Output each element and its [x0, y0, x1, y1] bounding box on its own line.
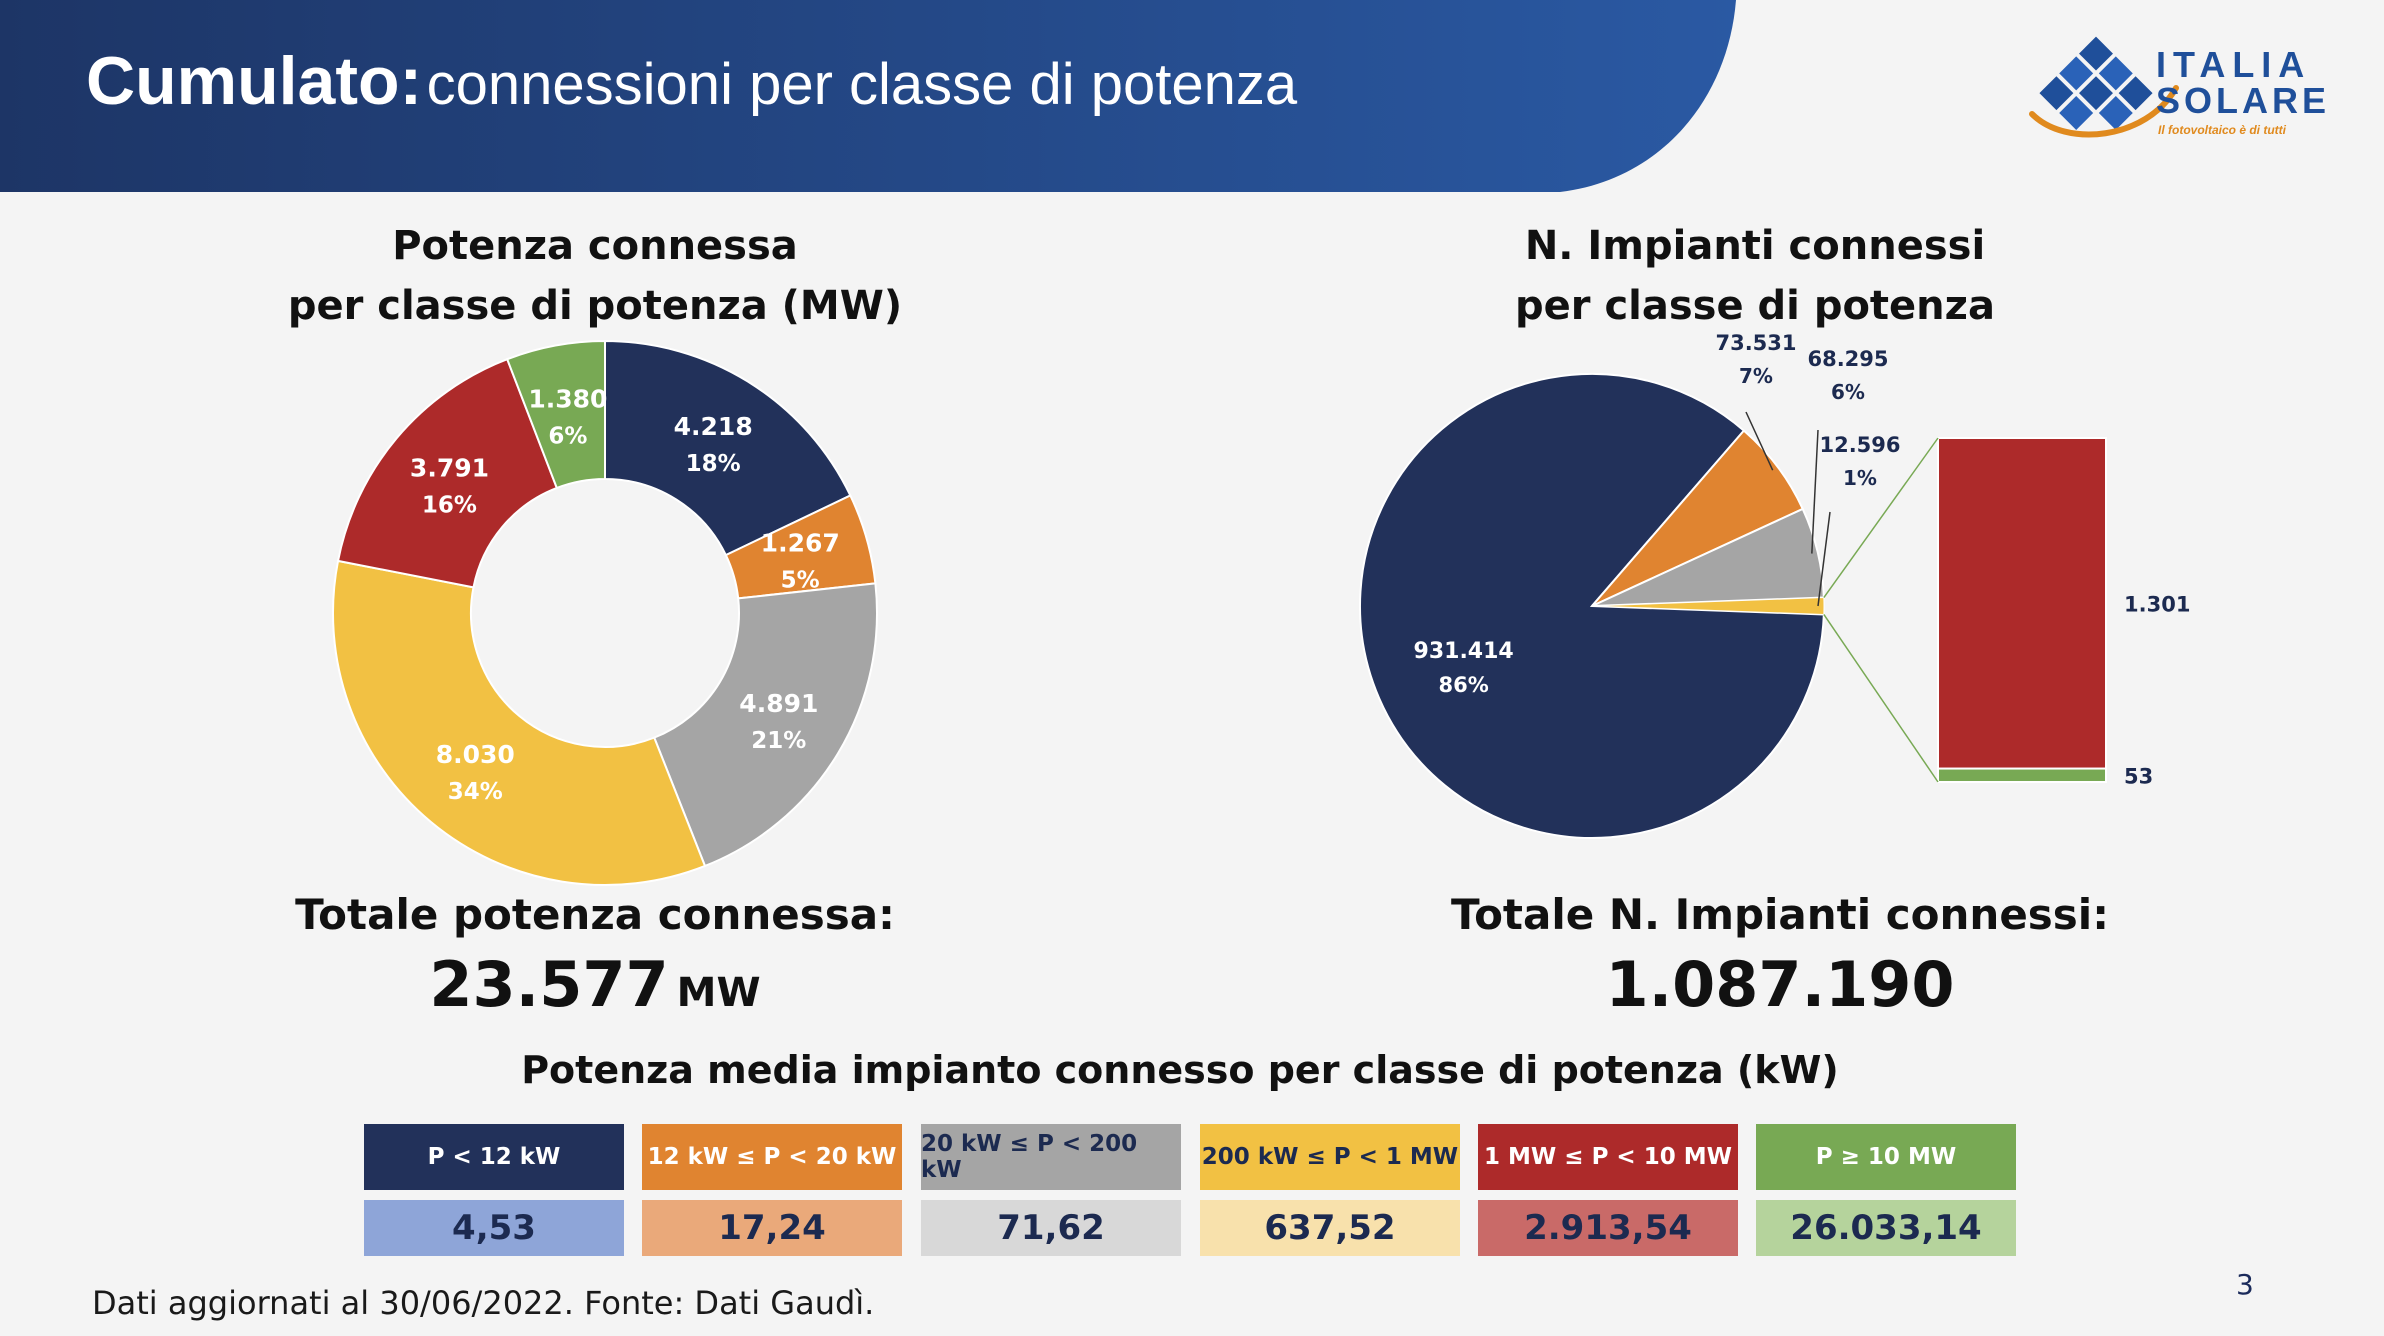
total-plants-label: Totale N. Impianti connessi:: [1451, 890, 2109, 939]
power-class-header: 20 kW ≤ P < 200 kW: [921, 1124, 1181, 1190]
donut-title-line2: per classe di potenza (MW): [287, 283, 903, 329]
header-background: [0, 0, 1736, 192]
power-class-header: 1 MW ≤ P < 10 MW: [1478, 1124, 1738, 1190]
power-class-header: 200 kW ≤ P < 1 MW: [1200, 1124, 1460, 1190]
donut-percent-label: 16%: [422, 493, 477, 519]
breakout-connector: [1823, 437, 1939, 598]
donut-value-label: 4.891: [739, 689, 818, 718]
donut-percent-label: 6%: [548, 423, 587, 449]
logo-tagline: Il fotovoltaico è di tutti: [2158, 123, 2286, 137]
donut-value-label: 1.380: [528, 384, 607, 413]
logo-line1: ITALIA: [2156, 44, 2312, 85]
power-class-header: P ≥ 10 MW: [1756, 1124, 2016, 1190]
pie-value-label: 12.596: [1819, 433, 1900, 457]
pie-title-line1: N. Impianti connessi: [1524, 223, 1986, 269]
header-band: [0, 0, 2384, 192]
donut-value-label: 8.030: [436, 740, 515, 769]
donut-value-label: 1.267: [761, 528, 840, 557]
donut-slice: [652, 582, 878, 868]
total-power-number: 23.577: [429, 948, 669, 1021]
page-title-rest: connessioni per classe di potenza: [426, 52, 1298, 117]
pie-slice: [1591, 597, 1825, 615]
average-power-value: 2.913,54: [1478, 1200, 1738, 1256]
donut-value-label: 4.218: [674, 412, 753, 441]
table-title: Potenza media impianto connesso per clas…: [521, 1048, 1839, 1092]
breakout-value-label: 1.301: [2124, 592, 2190, 616]
pie-value-label: 73.531: [1715, 331, 1796, 355]
breakout-bar-segment: [1937, 437, 2107, 770]
pie-percent-label: 6%: [1831, 380, 1865, 404]
pie-value-label: 931.414: [1414, 639, 1514, 664]
page-title-strong: Cumulato:: [86, 43, 423, 119]
breakout-value-label: 53: [2124, 764, 2153, 788]
average-power-value: 71,62: [921, 1200, 1181, 1256]
average-power-value: 17,24: [642, 1200, 902, 1256]
average-power-value: 637,52: [1200, 1200, 1460, 1256]
power-class-header: P < 12 kW: [364, 1124, 624, 1190]
donut-chart-title: Potenza connessa per classe di potenza (…: [230, 216, 960, 336]
total-power-value: 23.577 MW: [230, 948, 960, 1021]
total-power-unit: MW: [676, 970, 761, 1016]
footnote: Dati aggiornati al 30/06/2022. Fonte: Da…: [92, 1284, 875, 1322]
donut-slice: [336, 357, 559, 589]
breakout-connector: [1823, 614, 1939, 783]
pie-chart-title: N. Impianti connessi per classe di poten…: [1380, 216, 2130, 336]
pie-percent-label: 86%: [1438, 673, 1488, 697]
donut-slice: [505, 339, 606, 490]
donut-title-line1: Potenza connessa: [392, 223, 798, 269]
pie-percent-label: 1%: [1843, 466, 1877, 490]
pie-percent-label: 7%: [1739, 364, 1773, 388]
pie-value-label: 68.295: [1807, 347, 1888, 371]
donut-percent-label: 5%: [781, 567, 820, 593]
logo-line2: SOLARE: [2156, 80, 2331, 121]
pie-leader-line: [1811, 429, 1819, 554]
donut-value-label: 3.791: [410, 454, 489, 483]
donut-percent-label: 34%: [448, 779, 503, 805]
pie-leader-line: [1817, 511, 1831, 607]
breakout-bar-segment: [1937, 767, 2107, 783]
pie-leader-line: [1745, 411, 1774, 471]
page-title: Cumulato: connessioni per classe di pote…: [86, 42, 1297, 120]
total-plants-value: 1.087.190: [1605, 948, 1955, 1021]
average-power-value: 4,53: [364, 1200, 624, 1256]
total-power-label: Totale potenza connessa:: [295, 890, 895, 939]
donut-slice: [332, 559, 707, 886]
average-power-value: 26.033,14: [1756, 1200, 2016, 1256]
donut-slice: [604, 339, 852, 557]
pie-title-line2: per classe di potenza: [1515, 283, 1995, 329]
donut-percent-label: 21%: [751, 728, 806, 754]
italia-solare-logo: [2029, 36, 2179, 138]
donut-chart: 4.218 18% 1.267 5% 4.891 21% 8.030 34% 3.791 16% 1…: [332, 339, 878, 886]
page-number: 3: [2236, 1268, 2254, 1301]
donut-percent-label: 18%: [686, 451, 741, 477]
bar-of-pie-chart: 931.414 86% 73.531 7% 68.295 6% 12.596 1% 53 1.30…: [1359, 331, 2190, 839]
power-class-header: 12 kW ≤ P < 20 kW: [642, 1124, 902, 1190]
